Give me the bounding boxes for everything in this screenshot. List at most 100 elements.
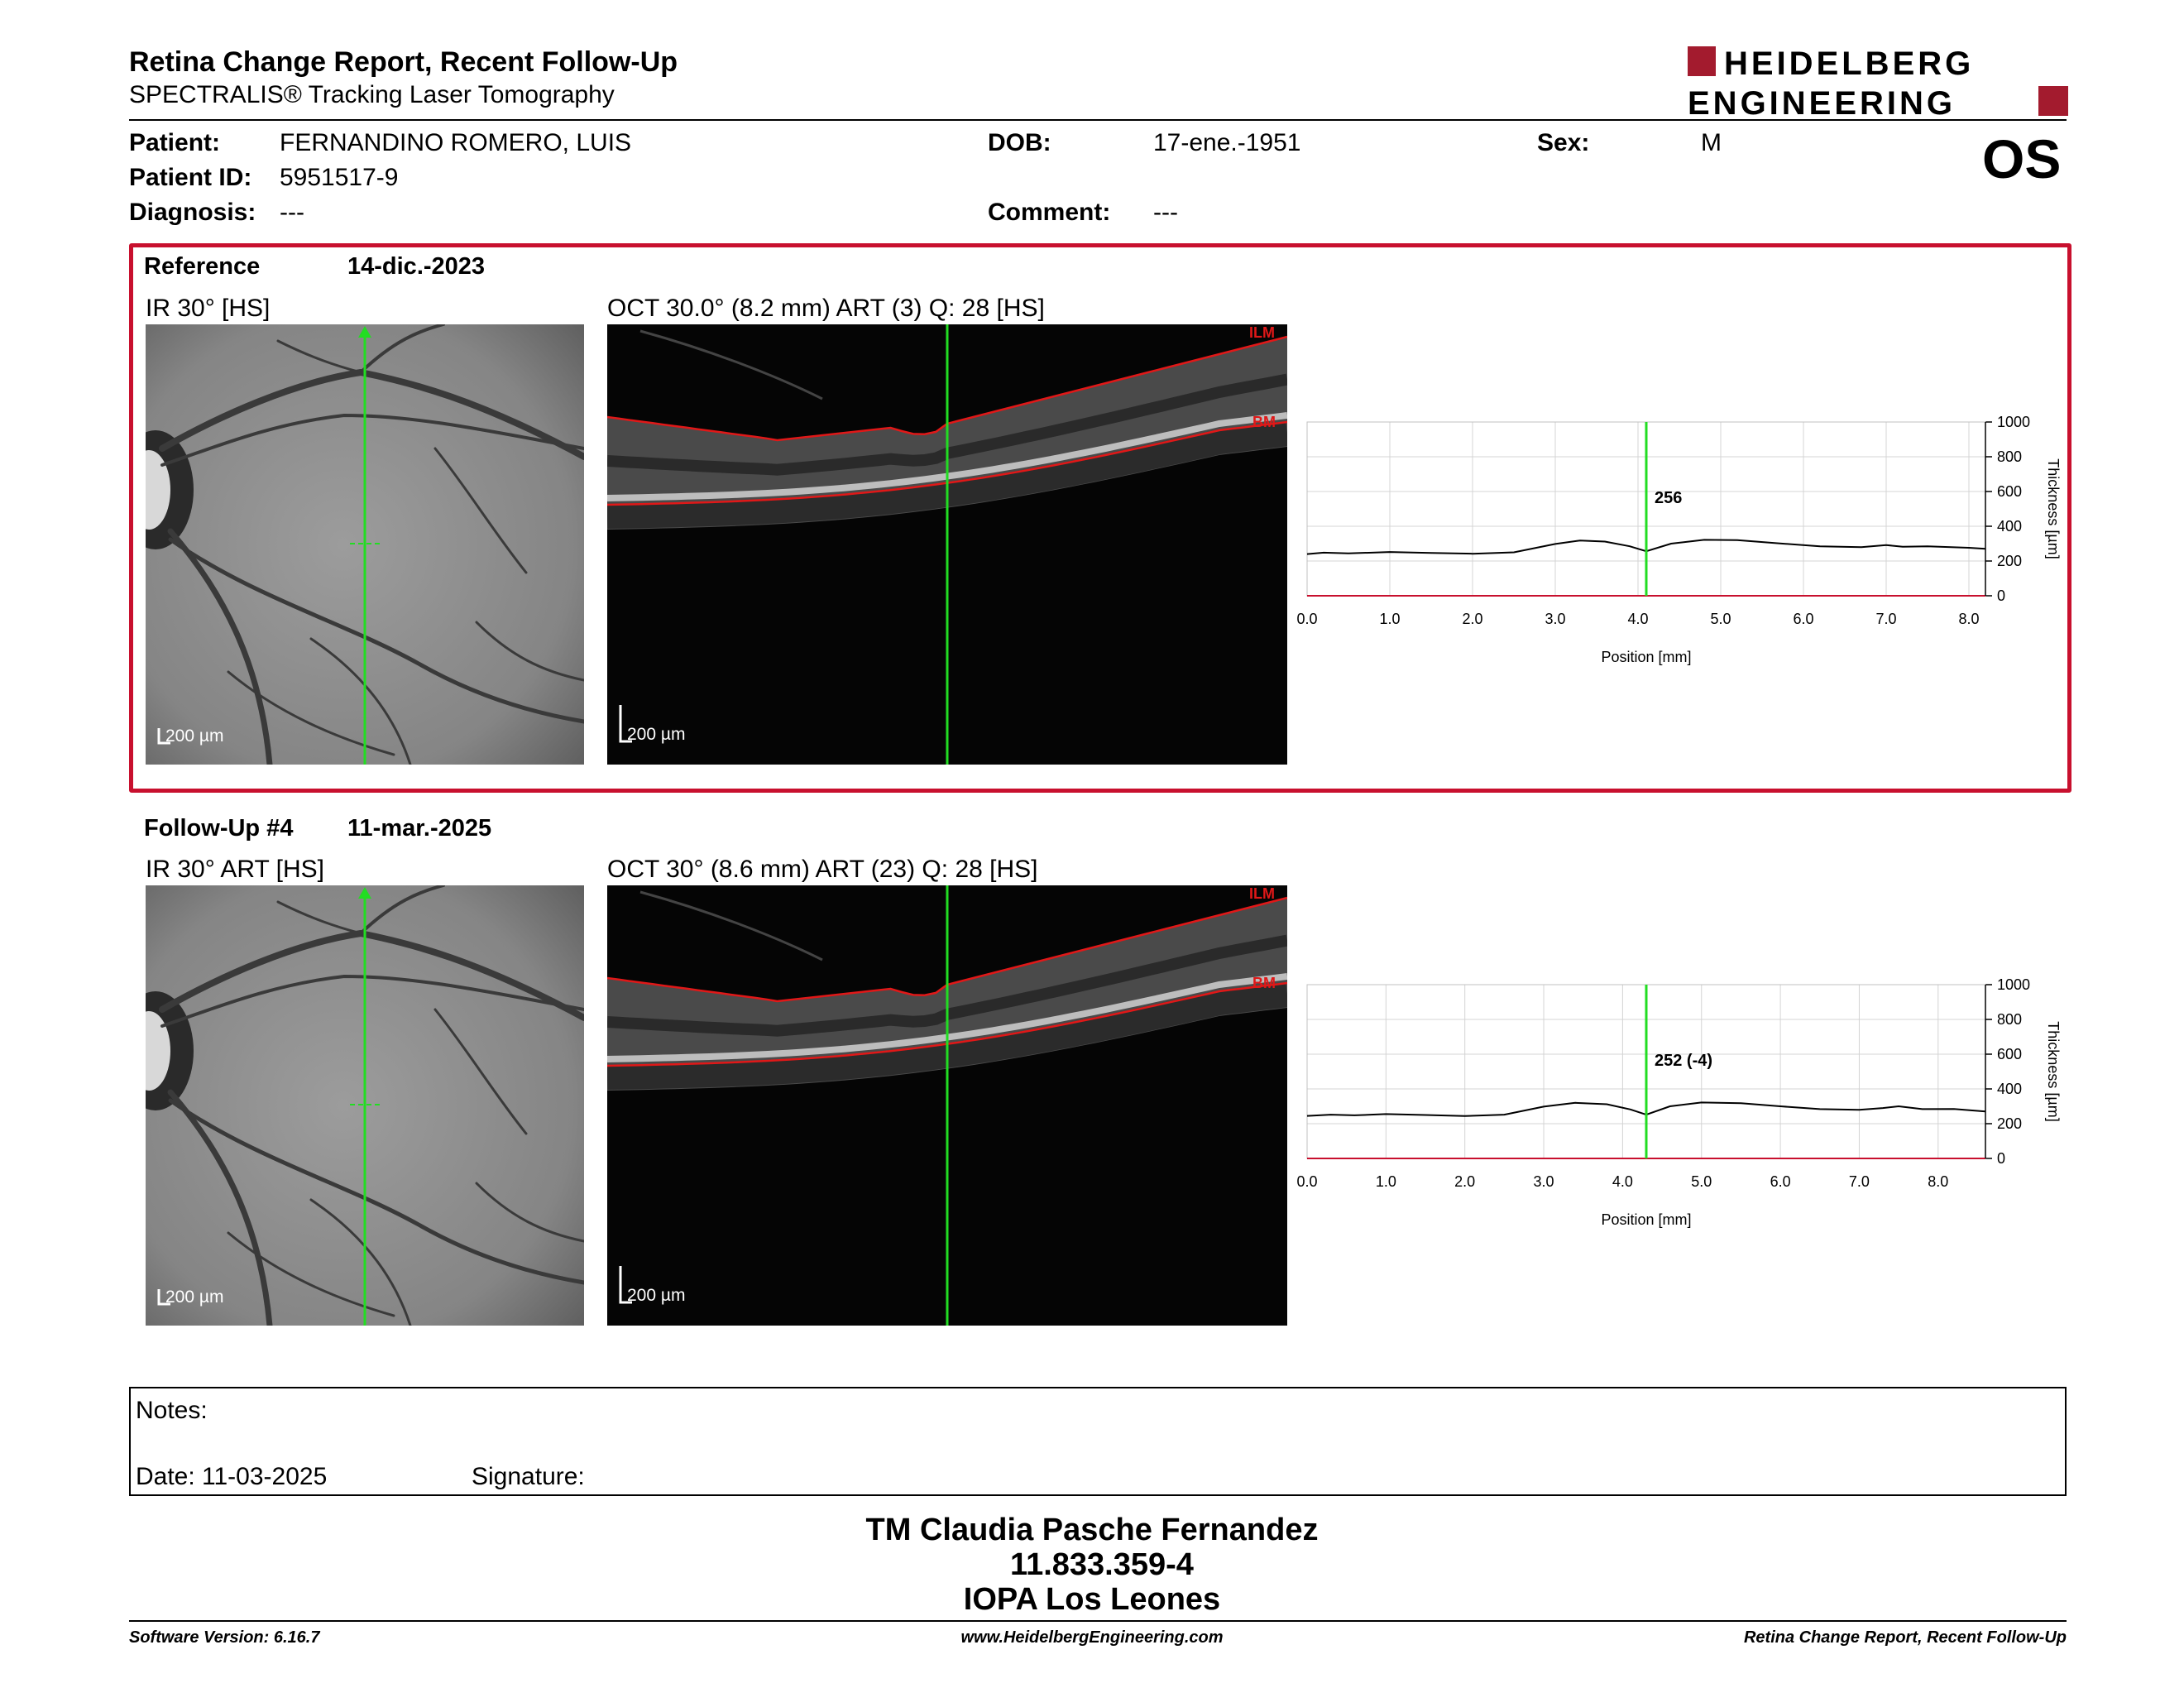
x-tick-label: 3.0 — [1545, 611, 1565, 627]
followup-date: 11-mar.-2025 — [347, 815, 492, 842]
notes-date: Date: 11-03-2025 — [136, 1463, 328, 1490]
x-tick-label: 8.0 — [1928, 1173, 1948, 1190]
website-link[interactable]: www.HeidelbergEngineering.com — [960, 1628, 1224, 1647]
vitreous-streak — [639, 329, 823, 400]
vitreous-streak — [639, 890, 823, 961]
followup-thickness-chart: 0.0 1.0 2.0 3.0 4.0 5.0 6.0 7.0 8.0 0 200 400 600 800… — [1241, 976, 2068, 1241]
reference-oct-title: OCT 30.0° (8.2 mm) ART (3) Q: 28 [HS] — [607, 295, 1045, 322]
x-tick-label: 4.0 — [1612, 1173, 1633, 1190]
retinal-vessel — [309, 637, 412, 765]
y-axis-label: Thickness [µm] — [2045, 1021, 2062, 1121]
svg-text:HEIDELBERG: HEIDELBERG — [1724, 46, 1974, 82]
scale-bar — [157, 728, 170, 745]
eye-indicator: OS — [1982, 128, 2062, 189]
x-tick-label: 5.0 — [1710, 611, 1731, 627]
y-tick-label: 200 — [1997, 553, 2022, 569]
x-tick-label: 4.0 — [1627, 611, 1648, 627]
x-tick-label: 0.0 — [1296, 611, 1317, 627]
y-tick-label: 600 — [1997, 483, 2022, 500]
reference-oct-image[interactable]: ILM BM 200 µm — [607, 324, 1287, 765]
marker-value-label: 252 (-4) — [1655, 1052, 1712, 1070]
y-tick-label: 400 — [1997, 518, 2022, 535]
diagnosis-value: --- — [280, 199, 304, 226]
software-version: Software Version: 6.16.7 — [129, 1628, 320, 1647]
x-tick-label: 8.0 — [1958, 611, 1979, 627]
technician-id: 11.833.359-4 — [1010, 1547, 1194, 1582]
followup-oct-title: OCT 30° (8.6 mm) ART (23) Q: 28 [HS] — [607, 856, 1038, 883]
y-tick-label: 0 — [1997, 587, 2005, 604]
retinal-vessel — [475, 621, 584, 682]
scale-bar — [619, 1266, 632, 1304]
retinal-vessel — [227, 1231, 395, 1317]
scale-label: 200 µm — [627, 725, 685, 744]
reference-ir-image[interactable]: 200 µm — [146, 324, 584, 765]
retinal-vessel — [167, 1089, 273, 1326]
followup-ir-title: IR 30° ART [HS] — [146, 856, 324, 883]
scale-label: 200 µm — [165, 1288, 223, 1307]
report-subtitle: SPECTRALIS® Tracking Laser Tomography — [129, 81, 615, 108]
scan-direction-arrow — [358, 887, 371, 899]
retinal-vessel — [309, 1198, 412, 1326]
retinal-vessel — [160, 974, 584, 1028]
retinal-vessel — [227, 670, 395, 756]
x-tick-label: 1.0 — [1379, 611, 1400, 627]
diagnosis-label: Diagnosis: — [129, 199, 256, 226]
reference-date: 14-dic.-2023 — [347, 253, 486, 280]
retinal-vessel — [160, 413, 584, 467]
x-tick-label: 2.0 — [1454, 1173, 1475, 1190]
comment-value: --- — [1153, 199, 1178, 226]
ilm-label: ILM — [1249, 885, 1275, 902]
heidelberg-logo: HEIDELBERG ENGINEERING — [1688, 43, 2068, 122]
reference-frame — [129, 243, 2071, 793]
y-tick-label: 600 — [1997, 1046, 2022, 1062]
x-tick-label: 7.0 — [1849, 1173, 1870, 1190]
ilm-label: ILM — [1249, 324, 1275, 341]
sex-label: Sex: — [1537, 129, 1590, 156]
dob-value: 17-ene.-1951 — [1153, 129, 1301, 156]
bm-label: BM — [1252, 975, 1276, 991]
y-tick-label: 200 — [1997, 1115, 2022, 1132]
y-tick-label: 0 — [1997, 1150, 2005, 1167]
notes-label: Notes: — [136, 1397, 208, 1424]
notes-box[interactable] — [129, 1387, 2067, 1496]
report-title: Retina Change Report, Recent Follow-Up — [129, 46, 678, 78]
x-tick-label: 2.0 — [1462, 611, 1482, 627]
retinal-vessel — [475, 1182, 584, 1243]
reference-thickness-chart: 0.0 1.0 2.0 3.0 4.0 5.0 6.0 7.0 8.0 0 200 400 600 800… — [1241, 414, 2068, 679]
y-axis-label: Thickness [µm] — [2045, 458, 2062, 559]
technician-name: TM Claudia Pasche Fernandez — [865, 1513, 1319, 1547]
retinal-vessel — [167, 528, 273, 765]
followup-label: Follow-Up #4 — [144, 815, 294, 842]
x-tick-label: 1.0 — [1376, 1173, 1396, 1190]
followup-oct-image[interactable]: ILM BM 200 µm — [607, 885, 1287, 1326]
signature-label: Signature: — [472, 1463, 585, 1490]
followup-ir-image[interactable]: 200 µm — [146, 885, 584, 1326]
x-tick-label: 6.0 — [1770, 1173, 1791, 1190]
patient-id: 5951517-9 — [280, 164, 399, 191]
x-tick-label: 5.0 — [1691, 1173, 1712, 1190]
y-tick-label: 800 — [1997, 1011, 2022, 1028]
scale-label: 200 µm — [627, 1286, 685, 1305]
retinal-vessel — [168, 537, 584, 724]
y-tick-label: 800 — [1997, 448, 2022, 465]
footer-report-name: Retina Change Report, Recent Follow-Up — [1743, 1628, 2067, 1647]
dob-label: DOB: — [988, 129, 1051, 156]
patient-name-label: Patient: — [129, 129, 221, 156]
retinal-vessel — [168, 1098, 584, 1285]
optic-cup — [146, 450, 170, 530]
retinal-vessel — [276, 900, 362, 935]
x-axis-label: Position [mm] — [1601, 649, 1691, 665]
retinal-vessel — [276, 339, 362, 374]
svg-text:ENGINEERING: ENGINEERING — [1688, 85, 1956, 117]
retinal-vessel — [433, 1008, 528, 1135]
sex-value: M — [1701, 129, 1722, 156]
retinal-vessel — [359, 324, 445, 374]
marker-value-label: 256 — [1655, 489, 1682, 507]
header-divider — [129, 119, 2067, 121]
x-tick-label: 7.0 — [1875, 611, 1896, 627]
x-tick-label: 3.0 — [1534, 1173, 1554, 1190]
reference-ir-title: IR 30° [HS] — [146, 295, 271, 322]
y-tick-label: 1000 — [1997, 414, 2030, 430]
scale-bar — [157, 1289, 170, 1306]
patient-name: FERNANDINO ROMERO, LUIS — [280, 129, 632, 156]
